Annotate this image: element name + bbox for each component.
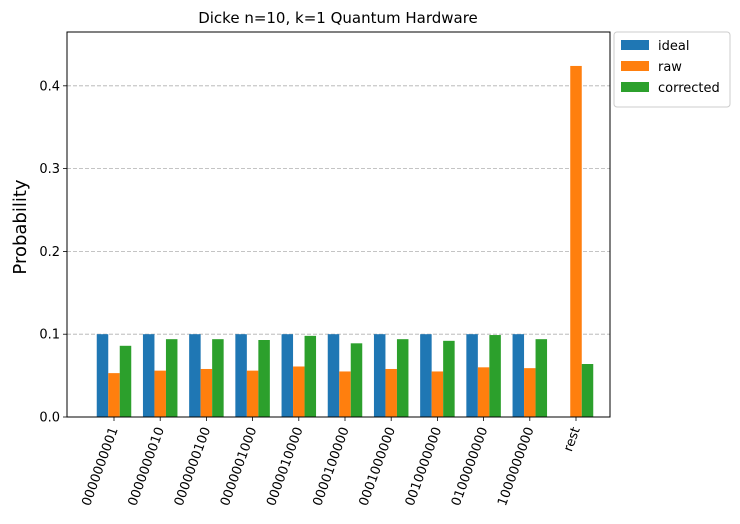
bar-raw bbox=[431, 371, 444, 417]
y-tick-label: 0.3 bbox=[39, 162, 60, 177]
x-tick-label: rest bbox=[561, 425, 584, 454]
bar-raw bbox=[385, 368, 397, 417]
x-tick-label: 0100000000 bbox=[449, 425, 491, 508]
bar-raw bbox=[477, 367, 490, 417]
bar-ideal bbox=[466, 334, 478, 417]
legend: ideal raw corrected bbox=[613, 31, 731, 108]
bar-corrected bbox=[581, 364, 594, 417]
bar-raw bbox=[108, 373, 120, 417]
y-tick-label: 0.0 bbox=[39, 411, 60, 426]
bar-raw bbox=[200, 368, 213, 417]
bar-raw bbox=[246, 370, 259, 417]
bar-ideal bbox=[189, 334, 201, 417]
bar-corrected bbox=[212, 339, 224, 417]
bar-corrected bbox=[165, 339, 178, 417]
bar-ideal bbox=[235, 334, 247, 417]
bar-raw bbox=[339, 371, 351, 417]
legend-label-corrected: corrected bbox=[658, 81, 720, 96]
bar-raw bbox=[570, 65, 582, 418]
bar-raw bbox=[293, 366, 305, 417]
bar-corrected bbox=[304, 335, 317, 417]
x-tick-label: 1000000000 bbox=[495, 425, 537, 508]
y-tick-label: 0.2 bbox=[39, 245, 60, 260]
x-tick-label: 0000001000 bbox=[218, 425, 260, 508]
bar-ideal bbox=[142, 334, 155, 417]
bar-raw bbox=[524, 368, 536, 417]
bar-ideal bbox=[373, 334, 386, 417]
bar-corrected bbox=[258, 340, 270, 417]
x-tick-label: 0000000100 bbox=[172, 425, 214, 508]
legend-swatch-raw bbox=[621, 61, 649, 71]
grid-lines bbox=[67, 85, 610, 335]
x-tick-label: 0000010000 bbox=[264, 425, 306, 508]
plot-frame bbox=[66, 31, 611, 418]
legend-swatch-ideal bbox=[621, 40, 649, 50]
y-tick-label: 0.4 bbox=[39, 79, 60, 94]
x-tick-label: 0000000010 bbox=[126, 425, 168, 508]
bar-corrected bbox=[350, 343, 363, 417]
bar-ideal bbox=[281, 334, 294, 417]
x-tick-label: 0000100000 bbox=[310, 425, 352, 508]
y-axis-label: Probability bbox=[10, 179, 31, 274]
bar-ideal bbox=[327, 334, 340, 417]
bar-corrected bbox=[535, 339, 548, 417]
bar-corrected bbox=[489, 335, 501, 417]
legend-label-raw: raw bbox=[658, 60, 682, 75]
y-tick-label: 0.1 bbox=[39, 328, 60, 343]
legend-label-ideal: ideal bbox=[658, 39, 689, 54]
bar-corrected bbox=[396, 339, 409, 417]
bar-ideal bbox=[96, 334, 109, 417]
x-tick-label: 0000000001 bbox=[79, 425, 121, 508]
x-tick-label: 0010000000 bbox=[403, 425, 445, 508]
bar-ideal bbox=[420, 334, 432, 417]
bar-corrected bbox=[119, 345, 132, 417]
legend-swatch-corrected bbox=[621, 82, 649, 92]
bar-ideal bbox=[512, 334, 525, 417]
chart-title: Dicke n=10, k=1 Quantum Hardware bbox=[198, 9, 478, 27]
x-tick-label: 0001000000 bbox=[357, 425, 399, 508]
bar-corrected bbox=[443, 340, 455, 417]
bars-layer bbox=[96, 65, 594, 418]
bar-raw bbox=[154, 370, 166, 417]
